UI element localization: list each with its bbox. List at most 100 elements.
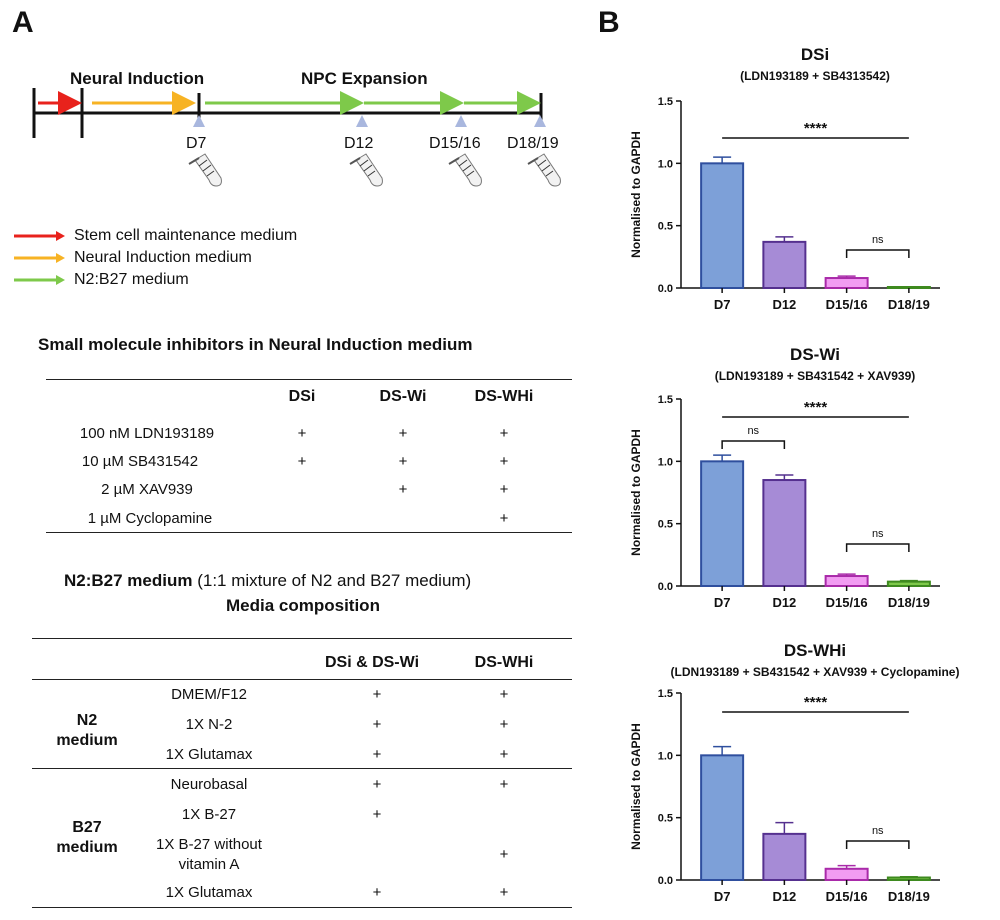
table-cell: + <box>499 510 509 527</box>
table-cell: + <box>372 806 382 823</box>
x-tick-label: D18/19 <box>888 889 930 904</box>
x-tick-label: D18/19 <box>888 595 930 610</box>
table-rule-top <box>46 379 572 380</box>
legend-label: Neural Induction medium <box>74 249 252 266</box>
media-subtitle: Media composition <box>226 596 380 615</box>
panel-a-letter: A <box>12 6 34 39</box>
bar <box>762 832 807 882</box>
significance-bracket <box>845 543 910 552</box>
table-rule-header <box>32 679 572 680</box>
day-label-d7: D7 <box>186 135 207 152</box>
x-tick-label: D15/16 <box>826 297 868 312</box>
table-rule-top <box>32 638 572 639</box>
x-tick-label: D7 <box>714 297 731 312</box>
chart-subtitle: (LDN193189 + SB4313542) <box>740 69 890 83</box>
legend-label: N2:B27 medium <box>74 271 189 288</box>
significance-bracket <box>845 840 910 849</box>
legend-item-n2b27: N2:B27 medium <box>14 270 189 290</box>
y-tick-label: 0.5 <box>658 519 673 531</box>
significance-bracket <box>845 249 910 258</box>
y-tick-label: 1.5 <box>658 688 673 700</box>
inhibitor-label: 2 µM XAV939 <box>101 481 193 498</box>
table-cell: + <box>499 425 509 442</box>
table-cell: + <box>499 686 509 703</box>
chart-title: DS-WHi <box>784 641 846 660</box>
sample-tube-icon <box>188 153 222 187</box>
col-header-dswhi: DS-WHi <box>474 654 534 671</box>
y-tick-label: 0.0 <box>658 581 673 593</box>
significance-label: ns <box>747 425 759 437</box>
timeline-diagram <box>32 88 561 187</box>
media-title: N2:B27 medium (1:1 mixture of N2 and B27… <box>64 571 471 591</box>
media-title-rest: (1:1 mixture of N2 and B27 medium) <box>192 571 472 590</box>
table-cell: + <box>499 776 509 793</box>
table-cell: + <box>398 481 408 498</box>
sample-tube-icon <box>527 153 561 187</box>
legend-item-induction: Neural Induction medium <box>14 248 252 268</box>
media-row-label: 1X Glutamax <box>165 884 253 901</box>
bar <box>886 876 931 881</box>
media-row-label: 1X Glutamax <box>165 746 253 763</box>
x-tick-label: D7 <box>714 889 731 904</box>
x-tick-label: D15/16 <box>826 595 868 610</box>
table-cell: + <box>499 884 509 901</box>
y-tick-label: 0.5 <box>658 221 673 233</box>
table-cell: + <box>372 716 382 733</box>
table-cell: + <box>499 746 509 763</box>
col-header-dsi-dswi: DSi & DS-Wi <box>324 654 420 671</box>
phase-neural-induction: Neural Induction <box>70 69 205 88</box>
y-axis-label: Normalised to GAPDH <box>629 429 643 556</box>
y-tick-label: 0.0 <box>658 283 673 295</box>
legend-item-stem: Stem cell maintenance medium <box>14 226 297 246</box>
media-row-label: Neurobasal <box>170 776 248 793</box>
marker-triangle <box>455 115 467 127</box>
marker-triangle <box>356 115 368 127</box>
significance-label: **** <box>804 120 828 137</box>
y-tick-label: 0.5 <box>658 813 673 825</box>
inhibitor-label: 100 nM LDN193189 <box>79 425 215 442</box>
bar <box>700 754 745 881</box>
significance-label: ns <box>872 234 884 246</box>
table-cell: + <box>372 884 382 901</box>
x-tick-label: D7 <box>714 595 731 610</box>
x-tick-label: D12 <box>772 889 796 904</box>
chart-title: DS-Wi <box>790 345 840 364</box>
x-tick-label: D12 <box>772 297 796 312</box>
chart-subtitle: (LDN193189 + SB431542 + XAV939) <box>715 369 916 383</box>
table-rule-group <box>32 768 572 769</box>
col-header-dsi: DSi <box>288 388 316 405</box>
bar <box>700 162 745 289</box>
bar <box>824 277 869 290</box>
y-tick-label: 0.0 <box>658 875 673 887</box>
sample-tube-icon <box>448 153 482 187</box>
table-cell: + <box>499 716 509 733</box>
bar <box>700 460 745 588</box>
y-axis-label: Normalised to GAPDH <box>629 723 643 850</box>
y-tick-label: 1.5 <box>658 394 673 406</box>
y-tick-label: 1.0 <box>658 750 673 762</box>
col-header-dswi: DS-Wi <box>379 388 427 405</box>
table-rule-bottom <box>46 532 572 533</box>
table-cell: + <box>499 453 509 470</box>
table-cell: + <box>398 425 408 442</box>
sample-tube-icon <box>349 153 383 187</box>
media-row-label: 1X B-27 <box>181 806 237 823</box>
y-tick-label: 1.0 <box>658 456 673 468</box>
bar <box>824 867 869 882</box>
inhibitors-title: Small molecule inhibitors in Neural Indu… <box>38 335 473 354</box>
media-row-label: 1X N-2 <box>185 716 233 733</box>
phase-npc-expansion: NPC Expansion <box>301 69 428 88</box>
media-title-bold: N2:B27 medium <box>64 571 193 590</box>
bar <box>762 240 807 290</box>
col-header-dswhi: DS-WHi <box>474 388 534 405</box>
bar <box>886 580 931 587</box>
day-label-d12: D12 <box>344 135 374 152</box>
inhibitor-label: 1 µM Cyclopamine <box>87 510 213 527</box>
table-cell: + <box>297 453 307 470</box>
significance-label: ns <box>872 825 884 837</box>
table-cell: + <box>499 481 509 498</box>
table-cell: + <box>372 776 382 793</box>
marker-triangle <box>193 115 205 127</box>
media-row-label: 1X B-27 without vitamin A <box>156 836 262 873</box>
